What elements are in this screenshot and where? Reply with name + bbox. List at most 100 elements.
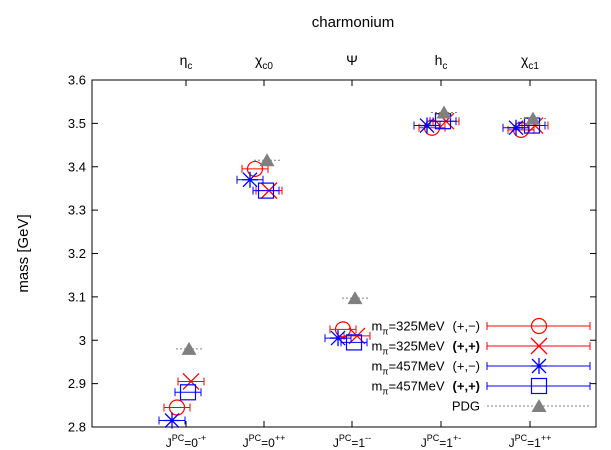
data-point: [508, 119, 524, 136]
legend-label: PDG: [452, 399, 480, 414]
category-sup: PC: [172, 433, 185, 443]
legend-marker: [530, 337, 548, 355]
legend-entry: mπ=325MeV (+,−): [371, 317, 591, 337]
series-3: [174, 113, 546, 401]
y-tick-label: 3.3: [68, 203, 86, 218]
legend-marker: [531, 358, 547, 374]
series-1: [177, 112, 549, 390]
legend-label-tag: (+,−): [453, 319, 480, 334]
category-rest: =0: [184, 436, 198, 450]
state-base: η: [180, 52, 188, 68]
category-rest-sup: --: [365, 433, 371, 443]
y-tick-label: 3.2: [68, 246, 86, 261]
legend-label-base: m: [371, 379, 382, 394]
category-sup: PC: [339, 433, 352, 443]
top-state-label: χc0: [255, 52, 273, 72]
data-point: [242, 171, 258, 188]
series-0: [163, 119, 535, 416]
category-sup: PC: [515, 433, 528, 443]
data-point: [259, 153, 275, 167]
state-sub: c0: [262, 61, 273, 72]
x-category-label: JPC=0++: [243, 433, 286, 450]
category-base: J: [509, 436, 515, 450]
data-point: [436, 105, 452, 119]
category-rest: =1: [527, 436, 541, 450]
state-sub: c: [187, 61, 192, 72]
legend-label-sub: π: [382, 347, 388, 357]
legend-label-base: PDG: [452, 399, 480, 414]
data-point: [525, 111, 541, 125]
data-point: [257, 182, 275, 199]
data-point: [181, 341, 197, 355]
y-tick-label: 3.4: [68, 159, 86, 174]
legend-label-rest: =325MeV: [389, 339, 445, 354]
data-point: [347, 291, 363, 305]
y-axis-label: mass [GeV]: [15, 214, 32, 292]
legend-marker: [531, 399, 547, 412]
category-rest: =1: [439, 436, 453, 450]
category-rest-sup: ++: [275, 433, 286, 443]
y-tick-label: 2.9: [68, 376, 86, 391]
state-sub: c: [442, 61, 447, 72]
data-point: [179, 384, 197, 401]
y-tick-label: 3.5: [68, 116, 86, 131]
category-rest: =1: [351, 436, 365, 450]
data-point: [419, 117, 435, 134]
top-state-label: ηc: [180, 52, 193, 72]
legend-label-tag: (+,−): [453, 359, 480, 374]
category-rest-sup: ++: [541, 433, 552, 443]
x-category-label: JPC=1+-: [421, 433, 461, 450]
category-rest: =0: [261, 436, 275, 450]
data-point: [164, 412, 180, 429]
state-base: Ψ: [346, 52, 358, 68]
data-point: [330, 330, 346, 347]
legend-label-rest: =457MeV: [389, 359, 445, 374]
legend-entry: mπ=325MeV (+,+): [371, 337, 591, 357]
y-tick-label: 3.1: [68, 289, 86, 304]
legend-marker: [530, 377, 548, 395]
x-category-label: JPC=1--: [333, 433, 371, 450]
legend-label: mπ=457MeV (+,+): [371, 379, 480, 397]
legend-label: mπ=325MeV (+,+): [371, 339, 480, 357]
y-tick-label: 2.8: [68, 420, 86, 435]
top-state-label: hc: [435, 52, 448, 72]
legend-label-rest: =457MeV: [389, 379, 445, 394]
legend-label-base: m: [371, 339, 382, 354]
category-sup: PC: [427, 433, 440, 443]
legend-label-sub: π: [382, 327, 388, 337]
legend-label-sub: π: [382, 367, 388, 377]
legend-label-tag: (+,+): [453, 379, 480, 394]
data-point: [182, 372, 200, 390]
category-base: J: [166, 436, 172, 450]
x-category-label: JPC=0-+: [166, 433, 206, 450]
top-state-label: χc1: [521, 52, 539, 72]
data-point: [246, 160, 264, 178]
category-base: J: [333, 436, 339, 450]
category-rest-sup: -+: [198, 433, 206, 443]
top-state-label: Ψ: [346, 52, 358, 68]
legend-label-rest: =325MeV: [389, 319, 445, 334]
legend-label-base: m: [371, 359, 382, 374]
legend-entry: mπ=457MeV (+,+): [371, 377, 591, 397]
category-rest-sup: +-: [453, 433, 461, 443]
x-category-label: JPC=1++: [509, 433, 552, 450]
legend-entry: PDG: [452, 399, 590, 414]
legend-label-base: m: [371, 319, 382, 334]
chart-title: charmonium: [312, 14, 395, 31]
data-point: [345, 334, 363, 351]
y-tick-label: 3.6: [68, 73, 86, 88]
series-4: [176, 105, 546, 355]
category-base: J: [243, 436, 249, 450]
category-sup: PC: [249, 433, 262, 443]
legend-label: mπ=325MeV (+,−): [371, 319, 480, 337]
state-base: h: [435, 52, 443, 68]
category-base: J: [421, 436, 427, 450]
legend-marker: [530, 317, 548, 335]
data-point: [348, 327, 366, 345]
state-base: χ: [521, 52, 529, 68]
legend-label-tag: (+,+): [453, 339, 480, 354]
legend-label-sub: π: [382, 387, 388, 397]
y-tick-label: 3: [79, 333, 86, 348]
legend-label: mπ=457MeV (+,−): [371, 359, 480, 377]
